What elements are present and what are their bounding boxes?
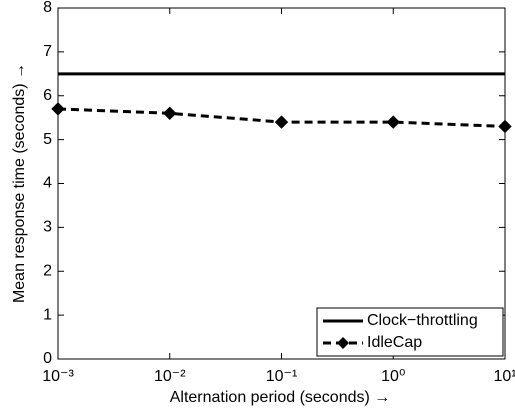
y-tick-label: 7: [43, 43, 52, 60]
x-tick-label: 10⁻²: [154, 368, 186, 385]
y-axis-label: Mean response time (seconds) →: [11, 63, 28, 303]
y-tick-label: 4: [43, 175, 52, 192]
data-point: [274, 115, 289, 129]
legend-box: [316, 307, 504, 357]
y-tick-label: 5: [43, 131, 52, 148]
data-point: [51, 102, 65, 116]
y-tick-label: 2: [43, 262, 52, 279]
data-point: [386, 115, 400, 129]
x-axis-label: Alternation period (seconds) →: [170, 389, 391, 406]
legend-label: IdleCap: [367, 334, 422, 351]
y-tick-label: 6: [43, 87, 52, 104]
x-tick-label: 10¹: [493, 368, 515, 385]
data-point: [163, 106, 177, 121]
data-point: [498, 119, 512, 134]
x-tick-label: 10⁻¹: [266, 368, 298, 385]
legend-marker: [337, 337, 349, 349]
x-tick-label: 10⁻³: [42, 368, 74, 385]
y-tick-label: 3: [43, 219, 52, 236]
plot-frame: [57, 7, 506, 360]
legend-label: Clock−throttling: [367, 312, 478, 329]
y-tick-label: 0: [43, 350, 52, 367]
y-tick-label: 8: [43, 0, 52, 16]
x-tick-label: 10⁰: [381, 368, 405, 385]
y-tick-label: 1: [43, 306, 52, 323]
